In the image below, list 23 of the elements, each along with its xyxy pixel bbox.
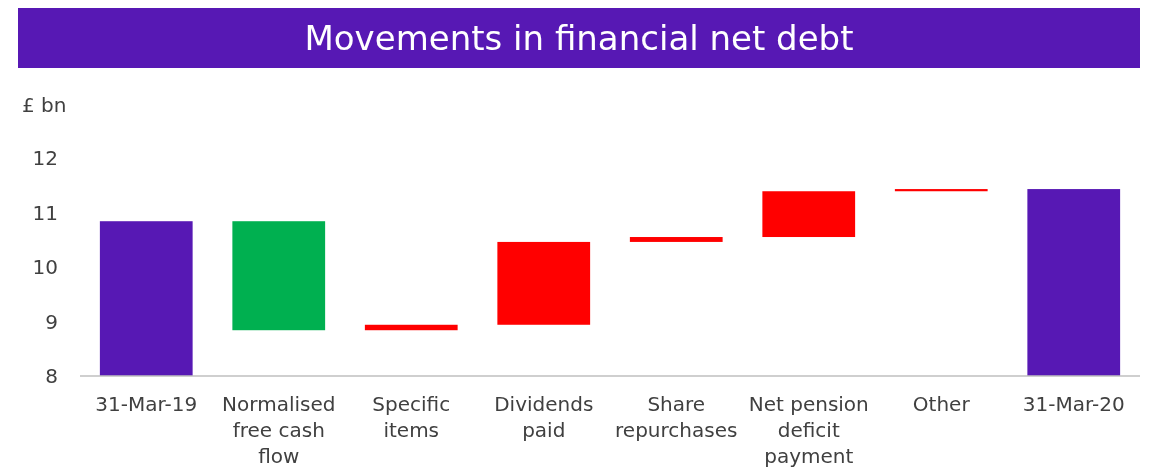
- bar: [364, 324, 458, 331]
- bar: [894, 189, 988, 192]
- x-tick-label: Normalised free cash flow: [222, 392, 336, 468]
- bar: [762, 191, 856, 238]
- x-tick-label: Specific items: [372, 392, 451, 442]
- x-tick-label: Dividends paid: [494, 392, 594, 442]
- y-axis-title: £ bn: [22, 93, 67, 117]
- y-tick-label: 10: [32, 255, 58, 279]
- y-tick-label: 11: [32, 200, 58, 225]
- bar: [629, 237, 723, 242]
- bar: [497, 241, 591, 325]
- x-tick-label: Share repurchases: [615, 392, 738, 442]
- x-tick-label: Other: [912, 392, 971, 416]
- x-tick-label: 31-Mar-20: [1022, 392, 1125, 416]
- bar: [99, 221, 193, 376]
- y-tick-label: 12: [32, 146, 58, 170]
- chart-title: Movements in financial net debt: [304, 18, 854, 58]
- y-tick-label: 9: [45, 309, 58, 334]
- y-tick-label: 8: [45, 364, 58, 388]
- x-tick-label: Net pension deficit payment: [748, 392, 869, 468]
- x-tick-label: 31-Mar-19: [95, 392, 198, 416]
- bar: [232, 221, 326, 331]
- bar: [1027, 189, 1121, 376]
